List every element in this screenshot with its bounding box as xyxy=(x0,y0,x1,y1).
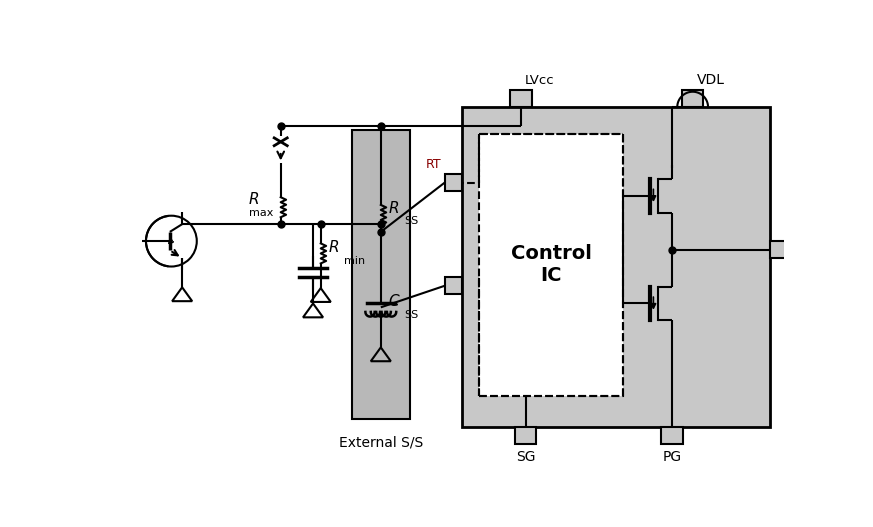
Text: SS: SS xyxy=(404,310,418,320)
Text: LVcc: LVcc xyxy=(525,74,554,87)
Bar xyxy=(510,90,532,107)
Bar xyxy=(770,241,787,258)
Text: min: min xyxy=(344,256,365,266)
Text: max: max xyxy=(249,208,273,218)
Text: PG: PG xyxy=(663,450,682,464)
Text: R: R xyxy=(328,240,339,255)
Text: SG: SG xyxy=(516,450,535,464)
Bar xyxy=(479,134,623,396)
Bar xyxy=(444,277,462,294)
Text: VDL: VDL xyxy=(697,73,725,87)
Bar xyxy=(352,130,410,419)
Text: C: C xyxy=(388,294,399,309)
Text: RT: RT xyxy=(426,158,442,171)
Text: R: R xyxy=(249,192,259,207)
Text: Control
IC: Control IC xyxy=(511,245,592,286)
Bar xyxy=(515,427,536,444)
Text: External S/S: External S/S xyxy=(339,435,423,449)
Bar xyxy=(444,174,462,191)
Bar xyxy=(462,107,770,427)
Bar xyxy=(661,427,683,444)
Text: R: R xyxy=(388,201,399,216)
Bar xyxy=(682,90,704,107)
Text: SS: SS xyxy=(404,216,418,226)
